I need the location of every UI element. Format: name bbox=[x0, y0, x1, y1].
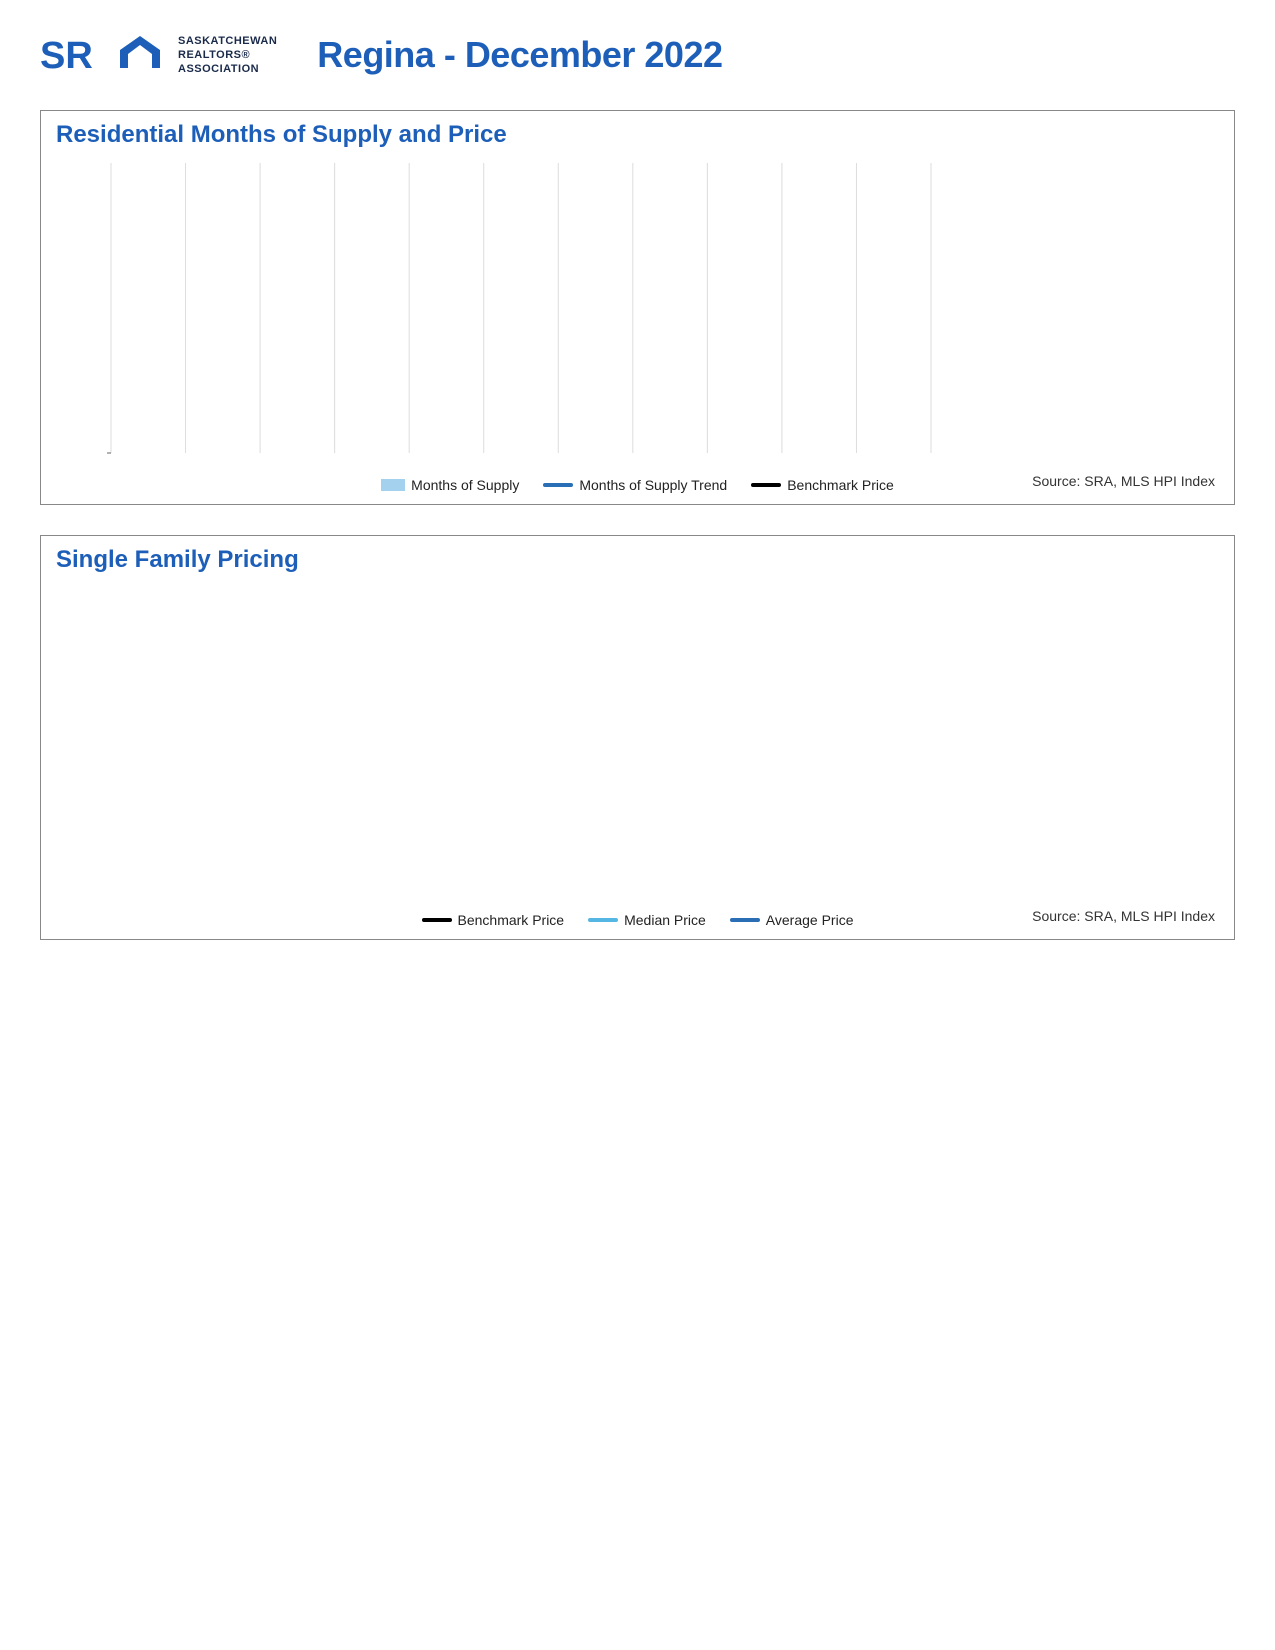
chart1-title: Residential Months of Supply and Price bbox=[56, 121, 1219, 149]
swatch-trend bbox=[543, 483, 573, 487]
chart2-legend-median: Median Price bbox=[588, 912, 706, 928]
sra-logo-mark: SR bbox=[40, 30, 170, 80]
legend-trend-label: Months of Supply Trend bbox=[579, 477, 727, 493]
chart2-title: Single Family Pricing bbox=[56, 546, 1219, 574]
sra-logo: SR SASKATCHEWAN REALTORS® ASSOCIATION bbox=[40, 30, 277, 80]
swatch-benchmark bbox=[422, 918, 452, 922]
chart1-panel: Residential Months of Supply and Price M… bbox=[40, 110, 1235, 505]
svg-text:SR: SR bbox=[40, 35, 93, 77]
swatch-bars bbox=[381, 479, 405, 491]
chart1-body bbox=[56, 153, 1219, 473]
page-title: Regina - December 2022 bbox=[317, 34, 722, 76]
chart2-legend-average: Average Price bbox=[730, 912, 854, 928]
chart1-legend-benchmark: Benchmark Price bbox=[751, 477, 894, 493]
legend-benchmark-label: Benchmark Price bbox=[458, 912, 565, 928]
org-line-3: ASSOCIATION bbox=[178, 62, 277, 76]
chart2-body bbox=[56, 578, 1219, 908]
org-line-2: REALTORS® bbox=[178, 48, 277, 62]
legend-benchmark-label: Benchmark Price bbox=[787, 477, 894, 493]
chart2-svg bbox=[56, 578, 1016, 908]
page-header: SR SASKATCHEWAN REALTORS® ASSOCIATION Re… bbox=[40, 30, 1235, 80]
legend-bars-label: Months of Supply bbox=[411, 477, 519, 493]
chart1-svg bbox=[56, 153, 1016, 473]
legend-average-label: Average Price bbox=[766, 912, 854, 928]
swatch-average bbox=[730, 918, 760, 922]
chart2-panel: Single Family Pricing Benchmark Price Me… bbox=[40, 535, 1235, 940]
sra-logo-text: SASKATCHEWAN REALTORS® ASSOCIATION bbox=[178, 34, 277, 77]
chart1-legend-trend: Months of Supply Trend bbox=[543, 477, 727, 493]
org-line-1: SASKATCHEWAN bbox=[178, 34, 277, 48]
chart2-legend-benchmark: Benchmark Price bbox=[422, 912, 565, 928]
legend-median-label: Median Price bbox=[624, 912, 706, 928]
chart1-legend-bars: Months of Supply bbox=[381, 477, 519, 493]
swatch-median bbox=[588, 918, 618, 922]
swatch-benchmark bbox=[751, 483, 781, 487]
